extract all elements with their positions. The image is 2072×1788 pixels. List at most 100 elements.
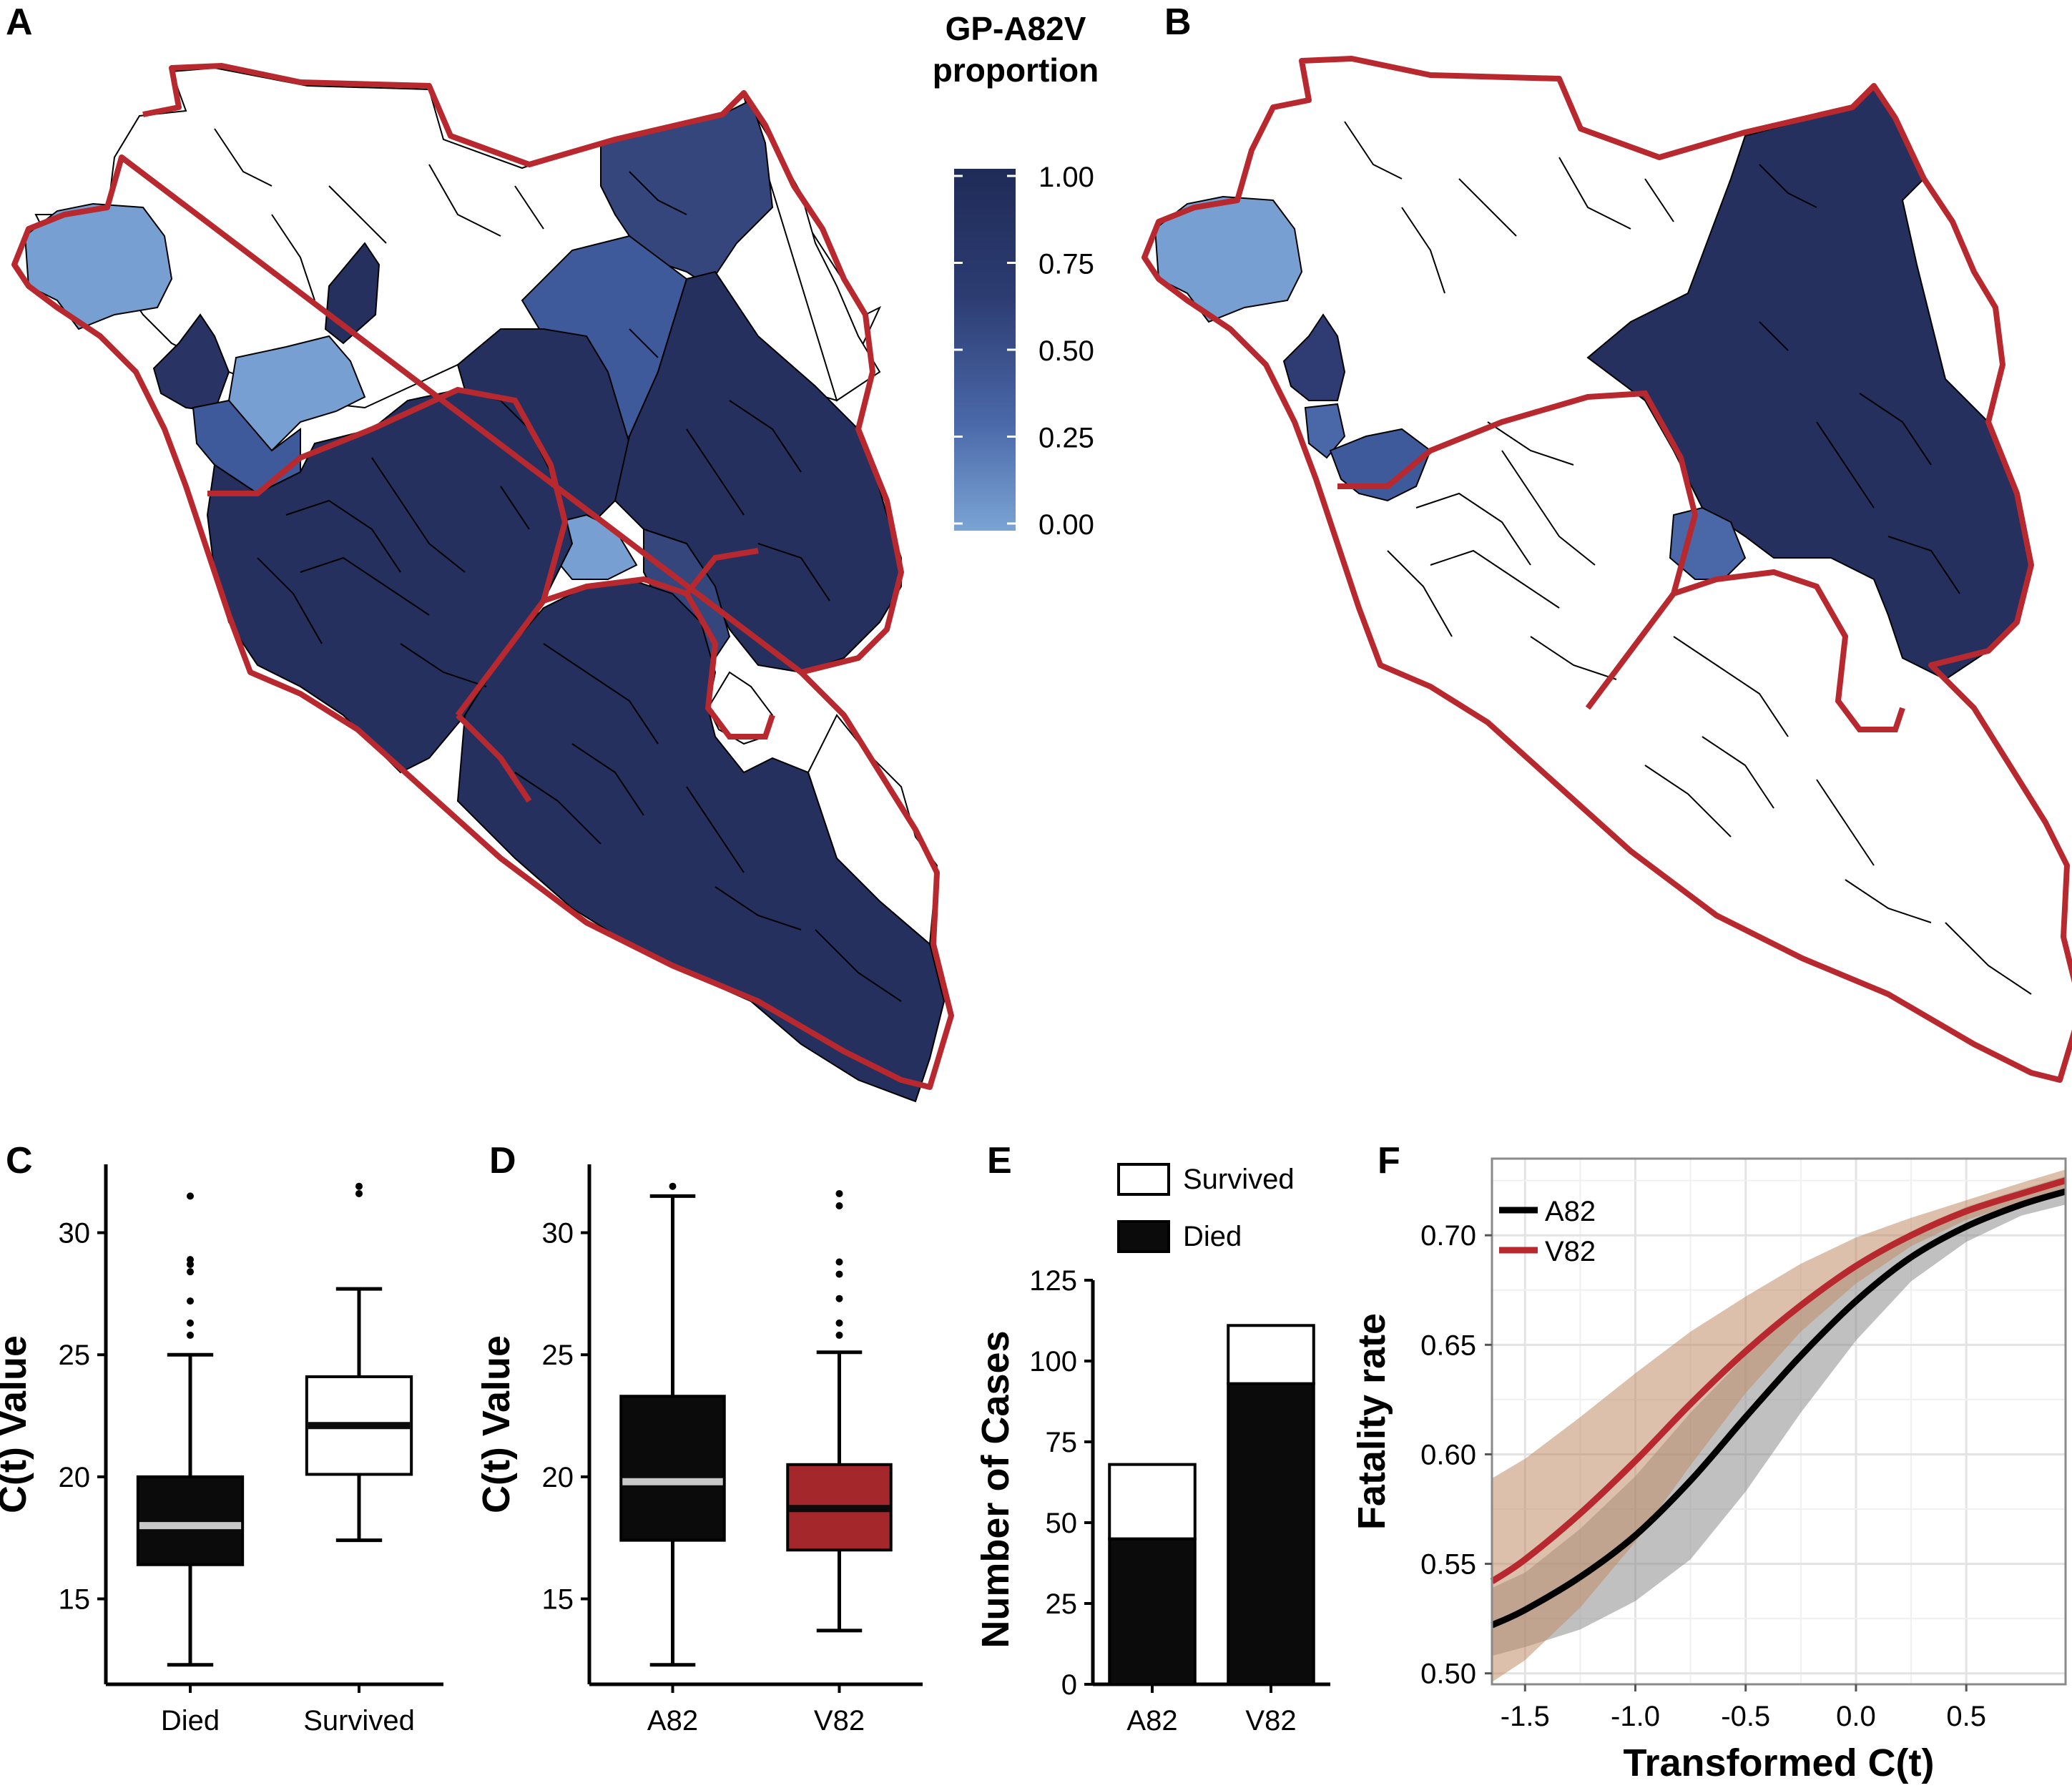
- x-axis-title: Transformed C(t): [1623, 1742, 1934, 1784]
- x-tick-label-3: 0.0: [1836, 1701, 1876, 1732]
- box-outlier-V82-6: [835, 1189, 843, 1197]
- panel-f: F -1.5 -1.0 -0.5 0.0 0.5 0.50 0.55 0.60 0.65 0.70…: [1350, 1140, 2067, 1784]
- map-a-country-border: [11, 63, 954, 1090]
- x-tick-label-0: -1.5: [1501, 1701, 1550, 1732]
- x-tick-label-0: Died: [161, 1705, 220, 1737]
- y-tick-label-3: 30: [59, 1218, 91, 1249]
- y-axis-title: Fatality rate: [1350, 1313, 1393, 1530]
- panel-d-plot: 15 20 25 30 A82 V82 C(t) Value: [475, 1164, 923, 1737]
- box-outlier-V82-3: [835, 1270, 843, 1278]
- legend-tick-label-3: 0.25: [1039, 423, 1094, 454]
- map-a-inner-border-1: [207, 386, 775, 740]
- map-a-region-north-dark: [324, 242, 380, 345]
- legend-label-Died: Died: [1183, 1221, 1242, 1252]
- panel-e-label: E: [987, 1140, 1012, 1182]
- legend-label-V82: V82: [1545, 1236, 1596, 1267]
- panel-a-label: A: [6, 1, 33, 43]
- panel-d: D 15 20 25 30 A82 V82 C(t) Value: [475, 1140, 923, 1737]
- bar-Survived-V82: [1227, 1324, 1315, 1385]
- bar-Died-A82: [1108, 1537, 1197, 1686]
- panel-c: C 15 20 25 30 Died Survived C(t) Value: [0, 1140, 443, 1737]
- legend-swatch-Died: [1117, 1220, 1170, 1253]
- panel-f-label: F: [1378, 1140, 1400, 1182]
- y-tick-label-3: 0.65: [1420, 1330, 1476, 1361]
- map-b-region-coast-mid: [1304, 403, 1346, 459]
- box-outlier-Survived-0: [355, 1189, 363, 1197]
- map-b-country-border: [1141, 56, 2072, 1083]
- map-b-region-west-lightblue: [1154, 195, 1303, 323]
- y-tick-label-4: 0.70: [1420, 1220, 1476, 1252]
- box-outlier-Died-3: [187, 1268, 194, 1276]
- legend-tick-label-2: 0.50: [1039, 335, 1094, 367]
- map-a-region-east-dark: [614, 270, 902, 674]
- map-b-region-center-mid: [1669, 506, 1747, 580]
- panel-b-label: B: [1164, 1, 1192, 43]
- bar-Died-V82: [1227, 1382, 1315, 1686]
- y-tick-label-3: 30: [542, 1218, 574, 1249]
- legend-title-line2: proportion: [933, 51, 1099, 89]
- legend-tick-label-4: 0.00: [1039, 509, 1094, 541]
- map-b-region-west-dark: [1282, 313, 1346, 401]
- legend-title-line1: GP-A82V: [946, 10, 1086, 47]
- x-tick-label-4: 0.5: [1946, 1701, 1986, 1732]
- y-tick-label-4: 100: [1029, 1346, 1077, 1377]
- y-axis-title: C(t) Value: [475, 1335, 518, 1513]
- map-a-inner-border-2: [456, 548, 759, 803]
- map-a-region-hole-white: [707, 671, 774, 745]
- legend-tick-label-1: 0.75: [1039, 249, 1094, 280]
- panel-c-label: C: [6, 1140, 33, 1182]
- box-outlier-Died-2: [187, 1297, 194, 1305]
- map-b-regions: [1141, 56, 2072, 1083]
- y-tick-label-1: 25: [1046, 1588, 1078, 1620]
- line-V82: [1490, 1177, 2067, 1584]
- map-b-district-lines: [1344, 121, 2032, 995]
- box-A82: [619, 1395, 726, 1542]
- legend-label-Survived: Survived: [1183, 1164, 1295, 1195]
- box-outlier-V82-2: [835, 1295, 843, 1302]
- panel-e: E 0 25 50 75 100 125 A82 V82 Number of Cases Surv…: [974, 1140, 1330, 1737]
- x-tick-label-2: -0.5: [1721, 1701, 1770, 1732]
- y-tick-label-5: 125: [1029, 1265, 1077, 1297]
- box-outlier-Died-5: [187, 1256, 194, 1264]
- bar-Survived-A82: [1108, 1463, 1197, 1541]
- legend-swatch-Survived: [1117, 1163, 1170, 1196]
- x-tick-label-1: Survived: [303, 1705, 415, 1737]
- x-tick-label-1: V82: [814, 1705, 865, 1737]
- y-axis-title: Number of Cases: [974, 1330, 1017, 1648]
- map-a: A: [6, 1, 954, 1103]
- box-outlier-Died-1: [187, 1319, 194, 1327]
- y-tick-label-2: 0.60: [1420, 1439, 1476, 1470]
- y-tick-label-2: 25: [542, 1340, 574, 1371]
- map-b: B: [1141, 1, 2072, 1083]
- panel-e-plot: 0 25 50 75 100 125 A82 V82 Number of Cases Surviv…: [974, 1163, 1330, 1737]
- map-b-inner-border: [1337, 390, 1905, 732]
- legend-ticks: 1.00 0.75 0.50 0.25 0.00: [954, 162, 1094, 541]
- box-outlier-Died-6: [187, 1192, 194, 1200]
- y-tick-label-2: 50: [1046, 1508, 1078, 1539]
- legend-tick-label-0: 1.00: [1039, 162, 1094, 193]
- y-tick-label-1: 20: [542, 1462, 574, 1493]
- box-outlier-V82-5: [835, 1202, 843, 1210]
- y-tick-label-0: 0: [1061, 1669, 1077, 1701]
- x-tick-label-0: A82: [1126, 1705, 1177, 1737]
- box-outlier-V82-4: [835, 1258, 843, 1266]
- map-a-region-west-lightblue: [24, 202, 173, 330]
- ci-band-V82: [1492, 1169, 2066, 1682]
- box-outlier-Died-0: [187, 1331, 194, 1339]
- box-outlier-A82-0: [669, 1182, 677, 1190]
- x-tick-label-1: -1.0: [1611, 1701, 1660, 1732]
- box-Died: [136, 1475, 245, 1566]
- y-tick-label-1: 0.55: [1420, 1549, 1476, 1581]
- y-tick-label-1: 20: [59, 1462, 91, 1493]
- y-tick-label-0: 15: [542, 1584, 574, 1616]
- map-a-regions: [24, 67, 946, 1103]
- legend-label-A82: A82: [1545, 1196, 1596, 1227]
- y-tick-label-0: 0.50: [1420, 1659, 1476, 1690]
- panel-d-label: D: [489, 1140, 516, 1182]
- box-outlier-V82-1: [835, 1319, 843, 1327]
- map-a-region-west-dark: [152, 313, 230, 413]
- x-tick-label-0: A82: [647, 1705, 698, 1737]
- x-tick-label-1: V82: [1245, 1705, 1296, 1737]
- y-tick-label-3: 75: [1046, 1427, 1078, 1458]
- box-outlier-V82-0: [835, 1331, 843, 1339]
